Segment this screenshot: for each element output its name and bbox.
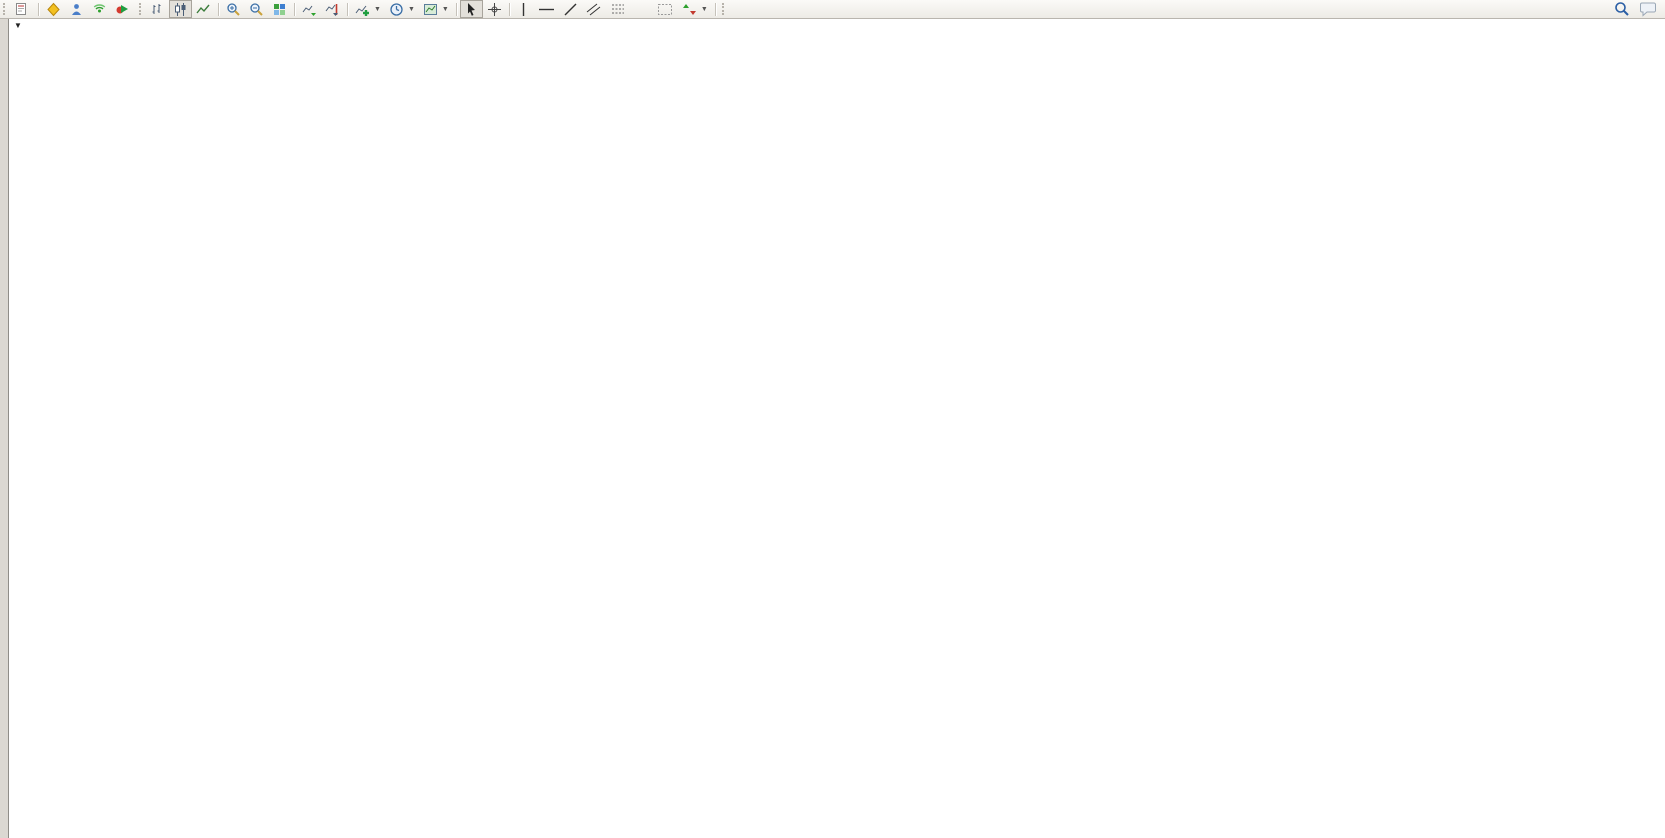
- chat-bubble-icon: [1640, 1, 1657, 17]
- fibonacci-icon: [611, 2, 628, 17]
- channel-icon: [586, 2, 603, 17]
- arrows-button[interactable]: ▼: [678, 0, 712, 18]
- chat-button[interactable]: [1640, 1, 1657, 17]
- indicators-button[interactable]: ▼: [351, 0, 385, 18]
- bar-chart-icon: [150, 2, 165, 17]
- vertical-line-button[interactable]: [513, 0, 534, 18]
- bar-chart-button[interactable]: [146, 0, 169, 18]
- toolbar-grip: [3, 3, 7, 15]
- cursor-button[interactable]: [459, 0, 483, 18]
- chart-header: ▼: [14, 21, 36, 30]
- auto-trading-button[interactable]: [111, 0, 136, 18]
- templates-button[interactable]: ▼: [419, 0, 453, 18]
- arrows-shapes-icon: [682, 2, 697, 17]
- crosshair-icon: [487, 2, 502, 17]
- cursor-arrow-icon: [464, 2, 479, 17]
- indicators-icon: [355, 2, 370, 17]
- separator: [714, 2, 716, 16]
- auto-scroll-button[interactable]: [298, 0, 321, 18]
- signals-button[interactable]: [88, 0, 111, 18]
- line-chart-icon: [196, 2, 211, 17]
- zoom-in-button[interactable]: [222, 0, 245, 18]
- trendline-icon: [563, 2, 578, 17]
- signals-icon: [92, 2, 107, 17]
- separator: [218, 2, 219, 16]
- template-icon: [423, 2, 438, 17]
- price-chart-canvas[interactable]: [0, 18, 1665, 838]
- candlestick-chart-button[interactable]: [169, 0, 192, 18]
- market-watch-button[interactable]: [42, 0, 65, 18]
- strategy-tester-button[interactable]: [65, 0, 88, 18]
- separator: [455, 2, 457, 16]
- zoom-out-icon: [249, 2, 264, 17]
- dropdown-caret-icon: ▼: [407, 5, 415, 13]
- dropdown-caret-icon: ▼: [374, 5, 381, 13]
- chart-dropdown-icon[interactable]: ▼: [14, 21, 22, 30]
- crosshair-button[interactable]: [483, 0, 506, 18]
- dropdown-caret-icon: ▼: [700, 5, 708, 13]
- auto-scroll-icon: [302, 2, 317, 17]
- chart-shift-button[interactable]: [321, 0, 344, 18]
- horizontal-line-button[interactable]: [534, 0, 559, 18]
- tile-windows-button[interactable]: [268, 0, 291, 18]
- new-order-icon: [14, 2, 28, 16]
- tile-windows-icon: [272, 2, 287, 17]
- text-label-button[interactable]: [653, 0, 678, 18]
- gold-diamond-icon: [46, 2, 61, 17]
- dropdown-caret-icon: ▼: [441, 5, 449, 13]
- window-left-frame: [0, 18, 9, 838]
- tester-person-icon: [69, 2, 84, 17]
- new-order-button[interactable]: [10, 0, 35, 18]
- equidistant-channel-button[interactable]: [582, 0, 607, 18]
- clock-icon: [389, 2, 404, 17]
- separator: [347, 2, 348, 16]
- vertical-line-icon: [517, 2, 530, 17]
- toolbar-grip: [139, 3, 143, 15]
- toolbar-right: [1614, 1, 1665, 17]
- separator: [294, 2, 295, 16]
- search-icon[interactable]: [1614, 1, 1630, 17]
- text-button[interactable]: [632, 0, 653, 18]
- line-chart-button[interactable]: [192, 0, 215, 18]
- separator: [508, 2, 510, 16]
- trendline-button[interactable]: [559, 0, 582, 18]
- zoom-out-button[interactable]: [245, 0, 268, 18]
- auto-trading-icon: [115, 2, 129, 16]
- text-icon: [636, 2, 649, 17]
- main-toolbar: ▼ ▼ ▼ ▼: [0, 0, 1665, 19]
- chart-shift-icon: [325, 2, 340, 17]
- zoom-in-icon: [226, 2, 241, 17]
- candlestick-chart-icon: [173, 2, 188, 17]
- separator: [38, 2, 39, 16]
- periods-button[interactable]: ▼: [385, 0, 419, 18]
- text-label-icon: [657, 2, 674, 17]
- horizontal-line-icon: [538, 2, 555, 17]
- toolbar-grip: [721, 3, 726, 15]
- fibonacci-button[interactable]: [607, 0, 632, 18]
